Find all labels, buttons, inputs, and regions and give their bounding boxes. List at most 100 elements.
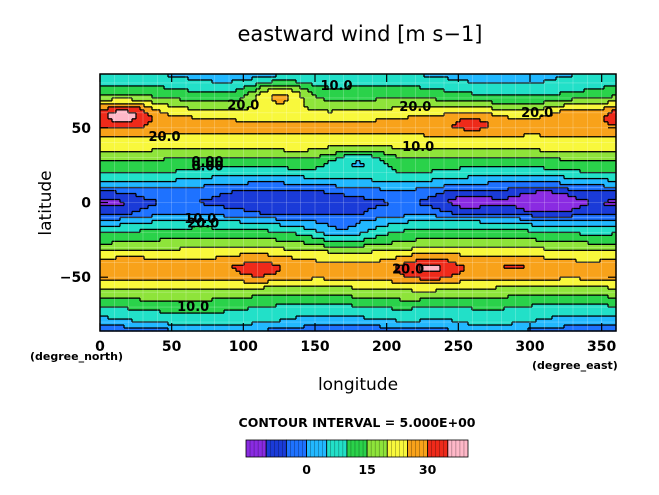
- field-cell: [400, 76, 405, 81]
- field-cell: [144, 94, 149, 99]
- field-cell: [152, 85, 157, 90]
- field-cell: [188, 88, 193, 93]
- field-cell: [208, 103, 213, 108]
- field-cell: [496, 118, 501, 123]
- field-cell: [316, 85, 321, 90]
- field-cell: [600, 85, 605, 90]
- field-cell: [444, 130, 449, 135]
- field-cell: [324, 103, 329, 108]
- field-cell: [216, 133, 221, 138]
- field-cell: [184, 85, 189, 90]
- field-cell: [548, 115, 553, 120]
- field-cell: [584, 94, 589, 99]
- field-cell: [200, 109, 205, 114]
- field-cell: [364, 100, 369, 105]
- field-cell: [388, 94, 393, 99]
- field-cell: [288, 127, 293, 132]
- field-cell: [224, 82, 229, 87]
- field-cell: [484, 82, 489, 87]
- field-cell: [112, 79, 117, 84]
- field-cell: [392, 88, 397, 93]
- field-cell: [456, 97, 461, 102]
- field-cell: [508, 103, 513, 108]
- field-cell: [308, 118, 313, 123]
- field-cell: [336, 133, 341, 138]
- field-cell: [488, 130, 493, 135]
- field-cell: [208, 118, 213, 123]
- field-cell: [384, 112, 389, 117]
- field-cell: [456, 94, 461, 99]
- field-cell: [220, 74, 225, 78]
- field-cell: [200, 91, 205, 96]
- field-cell: [388, 97, 393, 102]
- field-cell: [504, 127, 509, 132]
- field-cell: [416, 79, 421, 84]
- field-cell: [516, 112, 521, 117]
- field-cell: [444, 94, 449, 99]
- field-cell: [124, 115, 129, 120]
- field-cell: [172, 103, 177, 108]
- field-cell: [476, 130, 481, 135]
- field-cell: [176, 124, 181, 129]
- field-cell: [580, 74, 585, 78]
- field-cell: [360, 112, 365, 117]
- field-cell: [196, 103, 201, 108]
- field-cell: [196, 118, 201, 123]
- field-cell: [520, 97, 525, 102]
- field-cell: [140, 79, 145, 84]
- field-cell: [316, 115, 321, 120]
- field-cell: [504, 97, 509, 102]
- field-cell: [464, 118, 469, 123]
- field-cell: [204, 79, 209, 84]
- field-cell: [268, 76, 273, 81]
- field-cell: [172, 74, 177, 78]
- field-cell: [532, 130, 537, 135]
- field-cell: [544, 79, 549, 84]
- field-cell: [188, 103, 193, 108]
- field-cell: [192, 103, 197, 108]
- field-cell: [412, 127, 417, 132]
- field-cell: [188, 97, 193, 102]
- field-cell: [268, 103, 273, 108]
- field-cell: [596, 94, 601, 99]
- field-cell: [556, 76, 561, 81]
- field-cell: [556, 118, 561, 123]
- field-cell: [476, 74, 481, 78]
- field-cell: [128, 100, 133, 105]
- field-cell: [104, 82, 109, 87]
- field-cell: [484, 100, 489, 105]
- field-cell: [348, 97, 353, 102]
- field-cell: [108, 103, 113, 108]
- field-cell: [504, 76, 509, 81]
- field-cell: [300, 109, 305, 114]
- field-cell: [396, 112, 401, 117]
- field-cell: [580, 94, 585, 99]
- field-cell: [400, 94, 405, 99]
- field-cell: [108, 76, 113, 81]
- field-cell: [368, 91, 373, 96]
- field-cell: [420, 85, 425, 90]
- field-cell: [512, 82, 517, 87]
- field-cell: [564, 103, 569, 108]
- field-cell: [608, 103, 613, 108]
- field-cell: [520, 109, 525, 114]
- field-cell: [404, 100, 409, 105]
- field-cell: [388, 74, 393, 78]
- field-cell: [172, 124, 177, 129]
- field-cell: [376, 109, 381, 114]
- field-cell: [352, 100, 357, 105]
- field-cell: [556, 100, 561, 105]
- field-cell: [324, 85, 329, 90]
- field-cell: [504, 106, 509, 111]
- field-cell: [228, 109, 233, 114]
- field-cell: [396, 127, 401, 132]
- field-cell: [184, 112, 189, 117]
- field-cell: [352, 76, 357, 81]
- field-cell: [496, 106, 501, 111]
- field-cell: [448, 112, 453, 117]
- field-cell: [324, 115, 329, 120]
- field-cell: [276, 118, 281, 123]
- field-cell: [380, 124, 385, 129]
- field-cell: [144, 85, 149, 90]
- field-cell: [248, 133, 253, 138]
